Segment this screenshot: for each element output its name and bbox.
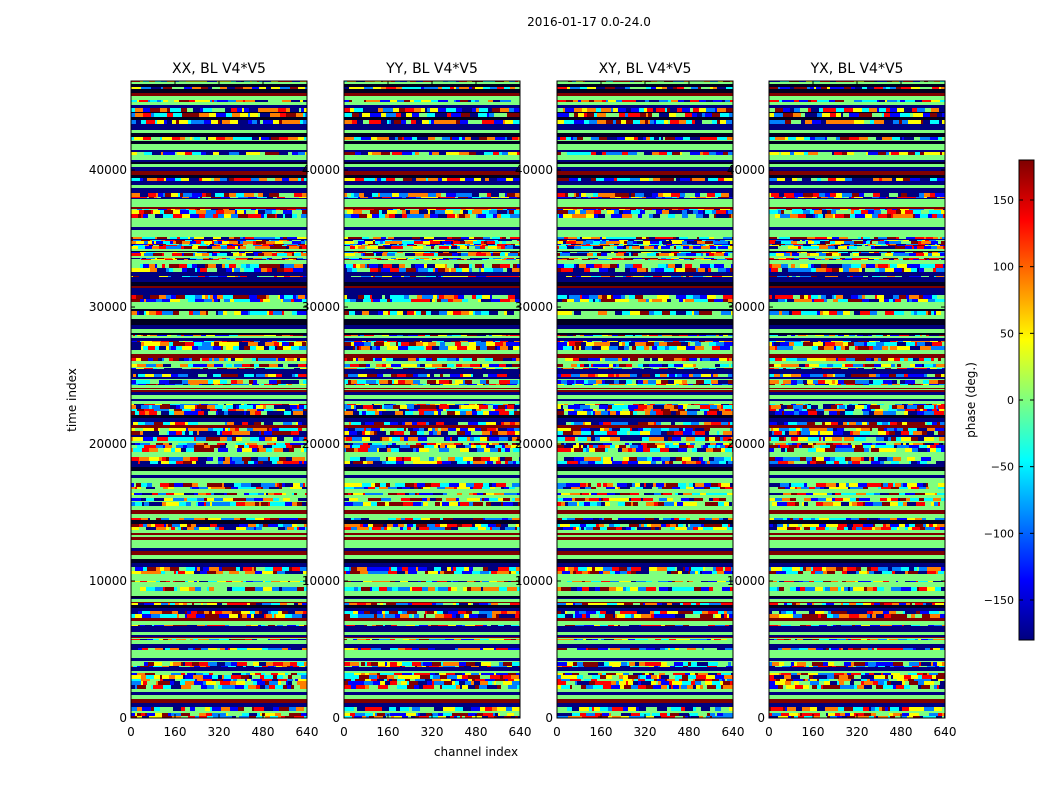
colorbar: 150 100 50 0 −50 −100 −150 — [984, 159, 1035, 641]
x-tick-label: 160 — [164, 725, 187, 739]
phase-image — [131, 81, 307, 718]
x-tick-label: 160 — [590, 725, 613, 739]
x-tick-label: 480 — [678, 725, 701, 739]
x-tick-label: 320 — [208, 725, 231, 739]
y-tick-label: 30000 — [302, 300, 340, 314]
y-tick-label: 40000 — [302, 163, 340, 177]
y-tick-label: 10000 — [89, 574, 127, 588]
x-axis-label: channel index — [434, 745, 518, 759]
x-tick-label: 480 — [890, 725, 913, 739]
y-tick-label: 30000 — [727, 300, 765, 314]
panel-title: YY, BL V4*V5 — [385, 61, 478, 77]
y-tick-label: 0 — [757, 711, 765, 725]
x-tick-label: 320 — [421, 725, 444, 739]
suptitle: 2016-01-17 0.0-24.0 — [527, 15, 651, 29]
x-tick-label: 320 — [634, 725, 657, 739]
y-tick-label: 20000 — [727, 437, 765, 451]
panel-4: YX, BL V4*V5 0 160 320 480 640 0 10000 20000 3000… — [727, 61, 957, 739]
x-tick-label: 640 — [509, 725, 532, 739]
x-tick-label: 640 — [722, 725, 745, 739]
panel-title: XX, BL V4*V5 — [172, 61, 266, 77]
colorbar-tick-label: 150 — [993, 194, 1014, 207]
phase-image — [344, 81, 520, 718]
panel-title: YX, BL V4*V5 — [810, 61, 904, 77]
phase-image — [557, 81, 733, 718]
y-tick-label: 40000 — [89, 163, 127, 177]
colorbar-tick-label: −100 — [984, 527, 1014, 540]
y-tick-label: 10000 — [302, 574, 340, 588]
x-tick-label: 0 — [127, 725, 135, 739]
panels: XX, BL V4*V5 0 160 320 480 640 0 10000 20000 3000… — [89, 61, 957, 739]
y-tick-label: 0 — [332, 711, 340, 725]
y-axis-label: time index — [65, 368, 79, 432]
x-tick-label: 480 — [252, 725, 275, 739]
colorbar-tick-label: 100 — [993, 261, 1014, 274]
x-tick-label: 640 — [296, 725, 319, 739]
y-tick-label: 40000 — [727, 163, 765, 177]
x-tick-label: 0 — [340, 725, 348, 739]
x-tick-label: 480 — [465, 725, 488, 739]
x-tick-label: 0 — [553, 725, 561, 739]
colorbar-tick-label: −150 — [984, 594, 1014, 607]
colorbar-tick-label: 50 — [1000, 327, 1014, 340]
y-tick-label: 30000 — [89, 300, 127, 314]
x-tick-label: 160 — [377, 725, 400, 739]
panel-2: YY, BL V4*V5 0 160 320 480 640 0 10000 20000 3000… — [302, 61, 532, 739]
y-tick-label: 20000 — [89, 437, 127, 451]
y-tick-label: 30000 — [515, 300, 553, 314]
panel-title: XY, BL V4*V5 — [599, 61, 692, 77]
x-tick-label: 640 — [934, 725, 957, 739]
colorbar-label: phase (deg.) — [964, 362, 978, 438]
x-tick-label: 160 — [802, 725, 825, 739]
y-tick-label: 10000 — [727, 574, 765, 588]
y-tick-label: 0 — [545, 711, 553, 725]
colorbar-tick-label: 0 — [1007, 394, 1014, 407]
x-tick-label: 0 — [765, 725, 773, 739]
panel-1: XX, BL V4*V5 0 160 320 480 640 0 10000 20000 3000… — [89, 61, 319, 739]
y-tick-label: 40000 — [515, 163, 553, 177]
y-tick-label: 20000 — [515, 437, 553, 451]
y-tick-label: 0 — [119, 711, 127, 725]
y-tick-label: 20000 — [302, 437, 340, 451]
phase-image — [769, 81, 945, 718]
colorbar-gradient — [1019, 160, 1034, 640]
y-tick-label: 10000 — [515, 574, 553, 588]
colorbar-tick-label: −50 — [991, 461, 1014, 474]
panel-3: XY, BL V4*V5 0 160 320 480 640 0 10000 20000 3000… — [515, 61, 745, 739]
x-tick-label: 320 — [846, 725, 869, 739]
